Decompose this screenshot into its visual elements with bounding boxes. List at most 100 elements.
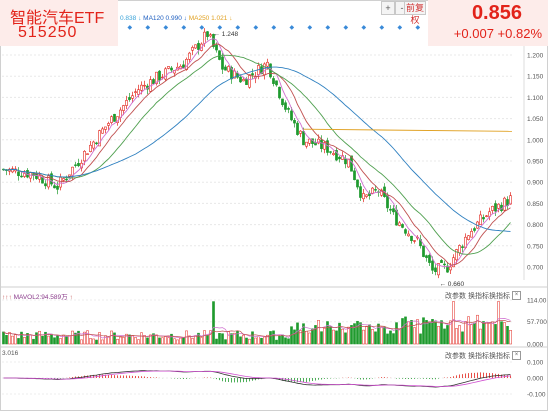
candle-body [245,79,248,85]
candle-body [275,80,278,86]
volume-bar [80,339,83,345]
candle-body [260,66,263,75]
volume-bar [47,335,50,345]
vol-close-icon[interactable]: × [512,291,521,300]
candle-body [107,123,110,126]
candle-body [401,224,404,228]
volume-bar [509,330,512,345]
candle-body [221,56,224,70]
volume-bar [266,334,269,345]
candle-body [365,194,368,197]
ma5-line [3,38,511,268]
volume-bar [314,325,317,345]
event-marker-icon: ◆ [128,24,133,31]
volume-bar [191,338,194,345]
volume-bar [356,320,359,345]
candle-body [71,166,74,176]
candle-body [413,240,416,242]
change-value: +0.007 [453,26,494,41]
volume-bars [2,301,512,345]
price-tick: 1.000 [527,137,544,144]
macd-label: 3.016 [2,350,19,357]
candle-body [188,52,191,60]
volume-bar [23,337,26,345]
candle-body [86,153,89,155]
candle-body [404,229,407,234]
macd-close-icon[interactable]: × [512,351,521,360]
volume-bar [248,338,251,345]
volume-bar [245,337,248,345]
volume-bar [53,337,56,345]
security-name-box: 智能汽车ETF 515250 [0,0,118,46]
mavol-value: MAVOL2:94.589万 [13,294,68,301]
volume-bar [203,330,206,345]
volume-bar [287,338,290,345]
volume-bar [302,323,305,345]
adjust-select[interactable]: 前复权 [404,1,426,25]
volume-bar [122,337,125,345]
event-marker-icon: ◆ [344,24,349,31]
candle-body [185,59,188,70]
volume-bar [506,326,509,345]
volume-bar [395,322,398,345]
candle-body [467,235,470,240]
volume-bar [458,325,461,345]
volume-bar [407,321,410,345]
volume-bar [107,337,110,345]
candle-body [329,151,332,153]
volume-bar [212,301,215,345]
candle-body [206,31,209,37]
ma-legend-2: MA120 0.990 [143,15,182,22]
volume-bar [86,330,89,345]
last-price: 0.856 [471,2,522,24]
candle-body [59,177,62,188]
volume-bar [428,321,431,345]
volume-bar [443,328,446,345]
price-tick: 1.150 [527,74,544,81]
volume-bar [92,338,95,345]
event-marker-icon: ◆ [380,24,385,31]
volume-bar [110,330,113,345]
volume-bar [365,326,368,345]
candle-body [410,235,413,241]
price-box: 0.856 +0.007 +0.82% [428,0,548,46]
candle-body [44,183,47,187]
zoom-in-button[interactable]: + [381,1,395,15]
candle-body [278,86,281,99]
candle-body [209,34,212,37]
volume-bar [293,329,296,345]
candle-body [386,195,389,209]
candle-body [74,164,77,166]
volume-bar [380,326,383,345]
vol-params-button[interactable]: 改参数 [445,293,466,300]
candle-body [89,144,92,152]
ma-arrow-icon: ↑ [8,294,12,301]
macd-indicator-button[interactable]: 换指标 [468,353,489,360]
candle-body [332,153,335,155]
ma20-line [3,54,511,255]
volume-bar [209,330,212,345]
event-marker-icon: ◆ [290,24,295,31]
volume-bar [470,324,473,345]
candle-body [299,130,302,134]
candle-body [437,263,440,276]
volume-bar [11,335,14,345]
volume-bar [473,322,476,345]
candle-body [362,193,365,200]
candle-body [191,47,194,51]
candle-body [470,231,473,238]
vol-indicator-button-2[interactable]: 换指标 [489,293,510,300]
candle-body [53,185,56,189]
macd-params-button[interactable]: 改参数 [445,353,466,360]
volume-bar [467,316,470,345]
volume-bar [116,338,119,345]
candle-body [122,105,125,111]
volume-bar [239,336,242,345]
vol-indicator-button[interactable]: 换指标 [468,293,489,300]
volume-bar [167,337,170,345]
macd-indicator-button-2[interactable]: 换指标 [489,353,510,360]
volume-bar [155,334,158,345]
volume-bar [422,317,425,345]
